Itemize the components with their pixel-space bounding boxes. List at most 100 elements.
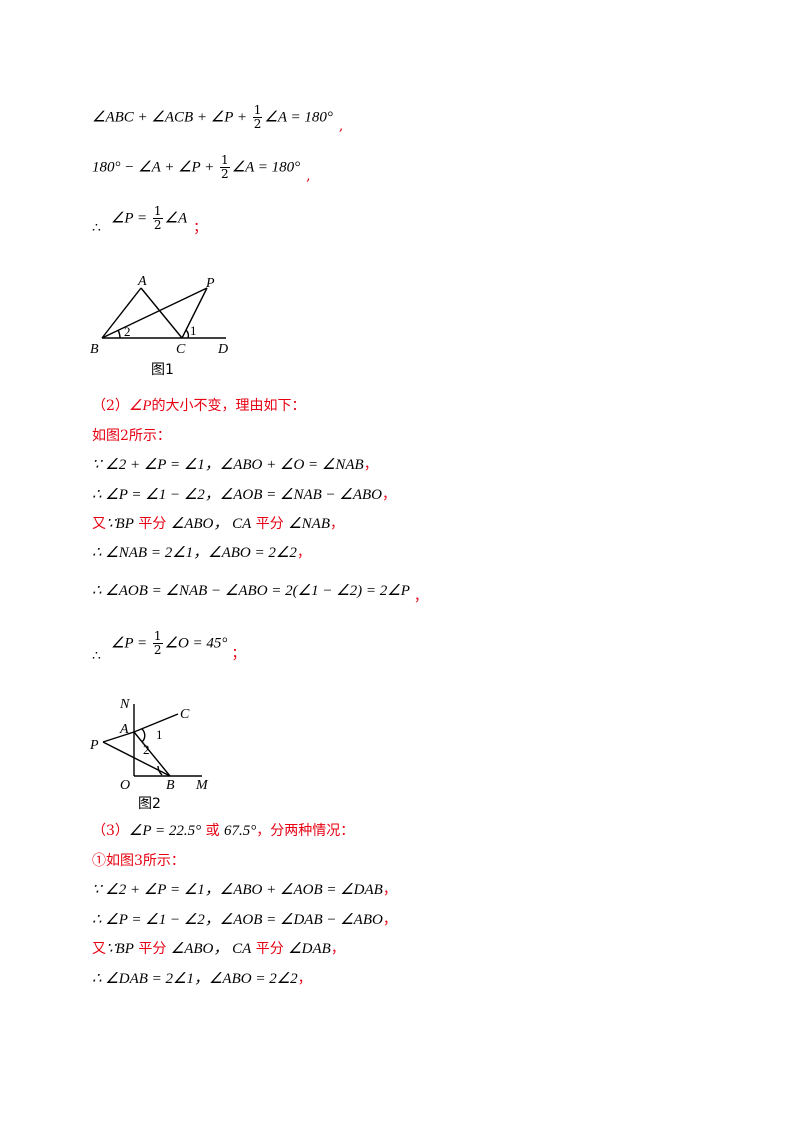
part-2-line-1-b: ∠ABO + ∠O = ∠NAB (219, 457, 364, 473)
equation-line-1: ∠ABC + ∠ACB + ∠P + 1 2 ∠A = 180°, (92, 104, 343, 135)
figure-2-caption: 图2 (138, 796, 161, 812)
part-3-or: 或 (201, 823, 225, 839)
part-2-line-5: ∴ ∠AOB = ∠NAB − ∠ABO = 2(∠1 − ∠2) = 2∠P， (92, 582, 428, 606)
line-ac (140, 287, 183, 339)
label-b: B (90, 342, 99, 357)
label-angle-2: 2 (124, 324, 131, 339)
part-3-line-1-a: ∵ ∠2 + ∠P = ∠1， (92, 882, 220, 898)
part-2-text: 的大小不变，理由如下： (151, 398, 306, 414)
part-3-line-3-tail: ， (330, 941, 345, 957)
label-angle-2: 2 (143, 742, 150, 757)
part-3-line-3: 又∵BP 平分 ∠ABO， CA 平分 ∠DAB， (92, 940, 345, 958)
part-2-line-6-tail: ； (231, 645, 246, 662)
part-2-figure-ref: 如图2所示： (92, 428, 171, 444)
eq3-left: ∠P = (110, 210, 151, 227)
part-2-line-2-b: ∠AOB = ∠NAB − ∠ABO (219, 487, 383, 503)
part-2-heading: （2）∠P的大小不变，理由如下： (92, 397, 306, 415)
part-3-line-4-b: ∠ABO = 2∠2 (208, 971, 298, 987)
line-pc (181, 287, 208, 339)
label-b: B (166, 778, 175, 793)
label-m: M (195, 778, 209, 793)
part-3-line-3-bisects-1: 平分 (133, 941, 171, 957)
line-ab (133, 731, 171, 777)
fraction-denominator: 2 (153, 643, 162, 657)
label-c: C (180, 707, 190, 722)
part-2-line-3-tail: ， (330, 516, 344, 532)
figure-2-diagram: N A C P O B M 1 2 (89, 697, 209, 793)
eq2-tail: , (306, 167, 311, 184)
line-pb (102, 741, 171, 777)
part-3-value-1: ∠P = 22.5° (128, 823, 202, 839)
part-3-line-3-c: CA (228, 941, 252, 957)
label-p: P (89, 738, 99, 753)
eq1-tail: , (338, 117, 344, 134)
part-2-number: （2） (92, 398, 129, 414)
part-3-line-3-d: ∠DAB (288, 941, 331, 957)
part-3-heading: （3）∠P = 22.5° 或 67.5°，分两种情况： (92, 822, 354, 840)
part-2-line-6-a: ∠P = (110, 635, 151, 652)
part-2-line-1-a: ∵ ∠2 + ∠P = ∠1， (92, 457, 220, 473)
part-2-line-3: 又∵BP 平分 ∠ABO， CA 平分 ∠NAB， (92, 515, 344, 533)
part-2-line-4-a: ∴ ∠NAB = 2∠1， (92, 545, 209, 561)
part-3-line-4: ∴ ∠DAB = 2∠1，∠ABO = 2∠2， (92, 970, 312, 988)
fraction-numerator: 1 (152, 629, 163, 644)
part-2-line-1-tail: ， (363, 457, 378, 473)
part-2-line-6-b: ∠O = 45° (164, 635, 228, 652)
fraction-numerator: 1 (252, 103, 263, 118)
angle-2-arc (157, 765, 163, 776)
line-ba (101, 287, 142, 339)
part-2-line-3-bisects-1: 平分 (133, 516, 171, 532)
eq2-right: ∠A = 180° (231, 159, 301, 176)
fraction-denominator: 2 (153, 218, 162, 232)
part-3-line-1-tail: ， (382, 882, 397, 898)
angle-1-arc (185, 329, 190, 339)
part-3-text: ，分两种情况： (256, 823, 355, 839)
figure-1-diagram: A P B C D 1 2 (90, 274, 228, 357)
part-2-line-1: ∵ ∠2 + ∠P = ∠1，∠ABO + ∠O = ∠NAB， (92, 456, 378, 474)
part-2-line-3-d: ∠NAB (288, 516, 330, 532)
equation-line-3: ∴ ∠P = 1 2 ∠A ； (92, 205, 207, 237)
label-angle-1: 1 (190, 323, 197, 338)
figure-1-caption: 图1 (151, 362, 174, 378)
part-2-line-5-a: ∴ ∠AOB = ∠NAB − ∠ABO = 2(∠1 − ∠2) = 2∠P (92, 583, 410, 599)
line-pa (102, 731, 135, 743)
eq3-tail: ； (193, 219, 208, 236)
label-d: D (217, 342, 228, 357)
part-3-line-2-a: ∴ ∠P = ∠1 − ∠2， (92, 912, 220, 928)
eq2-left: 180° − ∠A + ∠P + (92, 159, 219, 176)
label-a: A (137, 274, 147, 289)
part-3-line-4-a: ∴ ∠DAB = 2∠1， (92, 971, 209, 987)
part-2-line-6: ∴ ∠P = 1 2 ∠O = 45°； (92, 630, 245, 665)
part-3-line-3-you: 又 (92, 941, 106, 957)
part-2-line-4-b: ∠ABO = 2∠2 (208, 545, 297, 561)
part-3-line-2: ∴ ∠P = ∠1 − ∠2，∠AOB = ∠DAB − ∠ABO， (92, 911, 397, 929)
label-n: N (119, 697, 130, 712)
label-p: P (205, 276, 215, 291)
part-2-line-5-tail: ， (413, 589, 428, 605)
part-3-line-4-tail: ， (297, 971, 312, 987)
fraction-numerator: 1 (220, 153, 230, 168)
eq1-right: ∠A = 180° (264, 109, 333, 126)
part-2-line-2-tail: ， (382, 487, 397, 503)
eq3-right: ∠A (164, 210, 188, 227)
part-2-line-3-bisects-2: 平分 (251, 516, 289, 532)
part-2-line-3-c: CA (228, 516, 252, 532)
part-3-line-3-b: ∠ABO， (170, 941, 229, 957)
part-3-line-1-b: ∠ABO + ∠AOB = ∠DAB (219, 882, 383, 898)
angle-2-arc (117, 329, 121, 339)
therefore-symbol: ∴ (92, 647, 101, 664)
part-3-number: （3） (92, 823, 129, 839)
part-3-line-2-tail: ， (382, 912, 397, 928)
label-o: O (120, 778, 130, 793)
part-3-figure-ref: ①如图3所示： (92, 853, 185, 869)
part-2-line-3-a: ∵BP (106, 516, 134, 532)
part-3-line-1: ∵ ∠2 + ∠P = ∠1，∠ABO + ∠AOB = ∠DAB， (92, 881, 397, 899)
label-angle-1: 1 (156, 727, 163, 742)
angle-1-arc (141, 728, 146, 743)
fraction-denominator: 2 (253, 117, 262, 131)
part-2-line-3-you: 又 (92, 516, 106, 532)
part-2-line-2-a: ∴ ∠P = ∠1 − ∠2， (92, 487, 220, 503)
